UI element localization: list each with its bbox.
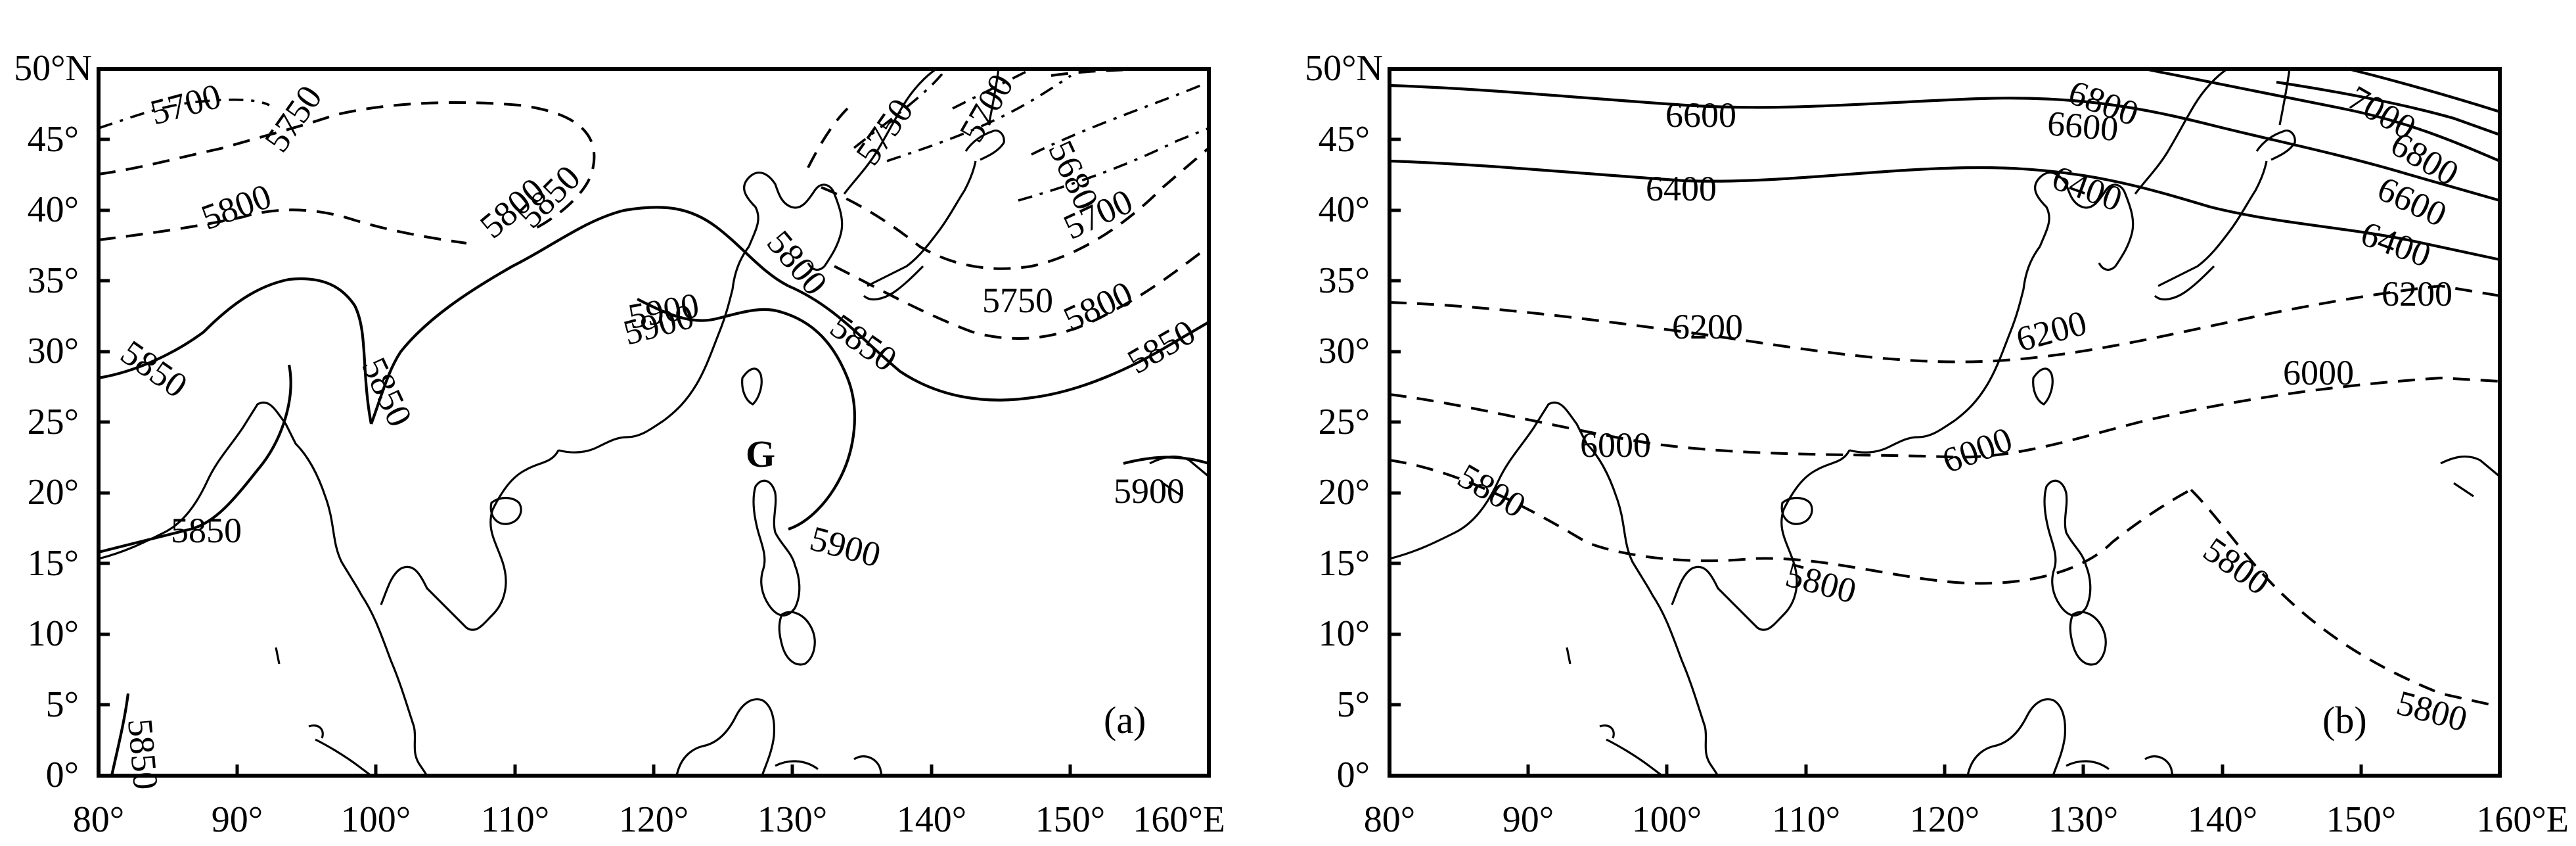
x-axis-a: 80° 90° 100° 110° 120° 130° 140° 150° 16… — [73, 799, 1225, 840]
y-tick-label: 15° — [28, 543, 79, 584]
y-tick-label: 30° — [28, 331, 79, 371]
x-tick-label: 150° — [1035, 799, 1105, 840]
svg-text:5750: 5750 — [982, 281, 1053, 320]
y-tick-label: 10° — [1319, 613, 1370, 654]
x-tick-label: 110° — [481, 799, 549, 840]
panel-label-a: (a) — [1104, 699, 1146, 741]
panel-a: 5700 5750 5800 5850 5900 5800 5850 5750 … — [97, 67, 1211, 791]
ticks-a — [99, 137, 1072, 776]
svg-text:6400: 6400 — [1646, 169, 1717, 208]
x-tick-label: 140° — [897, 799, 966, 840]
x-tick-label: 160°E — [2476, 799, 2569, 840]
x-tick-label: 130° — [757, 799, 827, 840]
y-tick-label: 30° — [1319, 331, 1370, 371]
x-tick-label: 110° — [1772, 799, 1840, 840]
y-tick-label: 45° — [1319, 119, 1370, 160]
x-tick-label: 100° — [1632, 799, 1702, 840]
x-tick-label: 150° — [2326, 799, 2396, 840]
svg-text:5850: 5850 — [120, 717, 166, 791]
x-tick-label: 120° — [619, 799, 689, 840]
y-tick-label: 35° — [1319, 260, 1370, 301]
y-tick-label: 15° — [1319, 543, 1370, 584]
y-tick-label: 5° — [1337, 684, 1370, 725]
panel-b: 6600 6400 6800 6600 6400 7000 6800 6600 … — [1388, 67, 2502, 778]
y-tick-label: 40° — [1319, 189, 1370, 230]
x-tick-label: 120° — [1910, 799, 1979, 840]
svg-text:6200: 6200 — [1672, 307, 1743, 346]
x-tick-label: 80° — [73, 799, 124, 840]
y-tick-label: 0° — [1337, 755, 1370, 795]
y-tick-label: 5° — [46, 684, 79, 725]
y-tick-label: 25° — [28, 402, 79, 442]
y-axis-a: 50°N 45° 40° 35° 30° 25° 20° 15° 10° 5° … — [14, 48, 92, 795]
panel-label-b: (b) — [2322, 699, 2367, 741]
y-tick-label: 45° — [28, 119, 79, 160]
x-axis-b: 80° 90° 100° 110° 120° 130° 140° 150° 16… — [1364, 799, 2569, 840]
y-tick-label: 25° — [1319, 402, 1370, 442]
x-tick-label: 160°E — [1133, 799, 1225, 840]
svg-text:6200: 6200 — [2382, 274, 2452, 314]
y-tick-label: 10° — [28, 613, 79, 654]
x-tick-label: 80° — [1364, 799, 1415, 840]
y-tick-label: 20° — [28, 472, 79, 513]
x-tick-label: 140° — [2188, 799, 2257, 840]
y-tick-label: 0° — [46, 755, 79, 795]
contours-a — [98, 68, 1210, 776]
y-tick-label: 50°N — [14, 48, 92, 89]
y-tick-label: 35° — [28, 260, 79, 301]
x-tick-label: 90° — [1503, 799, 1554, 840]
y-tick-label: 40° — [28, 189, 79, 230]
y-tick-label: 50°N — [1305, 48, 1383, 89]
marker-g: G — [746, 433, 775, 475]
x-tick-label: 130° — [2048, 799, 2118, 840]
x-tick-label: 90° — [212, 799, 263, 840]
contours-b — [1389, 67, 2500, 708]
svg-text:6000: 6000 — [1580, 425, 1651, 465]
svg-text:6600: 6600 — [2046, 103, 2120, 149]
y-axis-b: 50°N 45° 40° 35° 30° 25° 20° 15° 10° 5° … — [1305, 48, 1383, 795]
x-tick-label: 100° — [341, 799, 411, 840]
y-tick-label: 20° — [1319, 472, 1370, 513]
svg-text:5900: 5900 — [1114, 471, 1185, 511]
svg-text:5850: 5850 — [171, 511, 242, 550]
svg-text:6000: 6000 — [2283, 353, 2354, 392]
svg-text:6600: 6600 — [1665, 95, 1736, 135]
ticks-b — [1390, 137, 2363, 776]
